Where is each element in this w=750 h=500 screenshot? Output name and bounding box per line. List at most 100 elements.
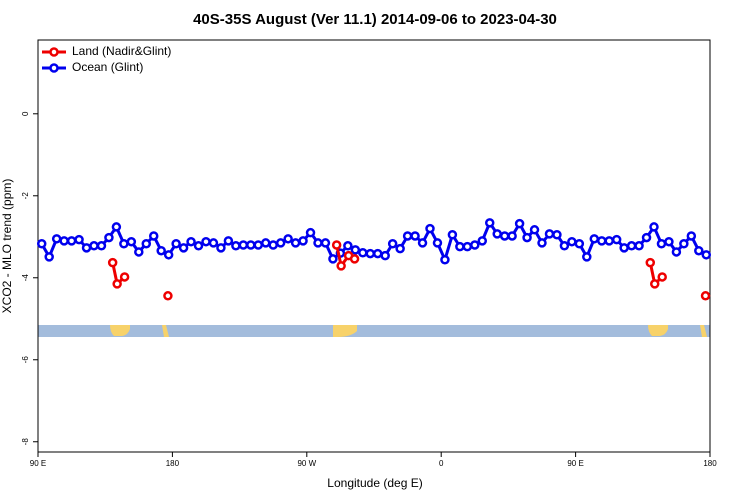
data-point [238, 240, 249, 250]
data-point [380, 250, 390, 261]
y-tick-label: -4 [21, 274, 30, 282]
data-point [163, 291, 173, 301]
data-point [193, 241, 204, 251]
data-point [402, 231, 413, 241]
legend-label: Land (Nadir&Glint) [72, 44, 171, 58]
chart-title: 40S-35S August (Ver 11.1) 2014-09-06 to … [193, 11, 557, 28]
data-point [350, 245, 361, 255]
map-strip [38, 325, 710, 337]
data-point [645, 257, 656, 268]
data-point [81, 243, 92, 253]
legend-marker [49, 47, 59, 57]
data-point [574, 238, 585, 249]
data-point [679, 238, 689, 249]
data-point [410, 231, 420, 241]
data-point [372, 248, 383, 259]
data-point [641, 232, 652, 243]
data-point [649, 222, 659, 232]
data-point [298, 236, 308, 246]
x-tick-label: 90 W [297, 459, 316, 468]
data-point [656, 238, 667, 249]
x-tick-label: 180 [703, 459, 717, 468]
x-tick-label: 90 E [567, 459, 583, 468]
data-point [66, 236, 77, 246]
data-point [484, 218, 495, 228]
data-point [440, 254, 450, 265]
data-point [290, 238, 301, 248]
data-point [119, 238, 129, 249]
data-point [186, 236, 196, 247]
data-point [455, 241, 465, 252]
data-point [582, 252, 592, 262]
data-point [119, 272, 130, 282]
data-point [522, 232, 532, 243]
data-point [552, 229, 562, 240]
data-point [507, 231, 517, 241]
data-point [141, 238, 152, 249]
data-point [111, 222, 122, 232]
data-point [231, 241, 241, 251]
data-point [567, 236, 577, 247]
data-point [268, 240, 278, 250]
data-point [395, 243, 405, 254]
data-point [701, 250, 712, 260]
y-axis-label: XCO2 - MLO trend (ppm) [0, 179, 14, 314]
x-tick-label: 0 [439, 459, 444, 468]
data-point [171, 238, 181, 249]
data-point [529, 225, 540, 235]
data-point [208, 238, 219, 248]
data-point [283, 234, 293, 244]
x-tick-label: 90 E [30, 459, 46, 468]
data-point [313, 238, 323, 248]
plot-frame [37, 39, 711, 453]
data-point [589, 234, 600, 244]
data-point [634, 241, 644, 251]
data-point [611, 234, 622, 245]
data-point [148, 231, 159, 241]
data-point [246, 240, 256, 250]
data-point [657, 272, 667, 282]
data-point [671, 247, 682, 257]
data-point [686, 231, 697, 241]
data-point [470, 240, 480, 250]
data-point [349, 254, 360, 264]
data-point [112, 279, 122, 289]
data-point [544, 229, 555, 239]
data-point [694, 245, 704, 256]
data-point [462, 241, 473, 252]
data-point [432, 238, 443, 248]
data-point [36, 238, 47, 249]
data-point [305, 227, 316, 238]
legend-label: Ocean (Glint) [72, 60, 143, 74]
y-tick-label: 0 [21, 111, 30, 116]
y-tick-label: -2 [21, 192, 30, 200]
data-point [260, 238, 271, 248]
data-point [477, 236, 488, 246]
data-point [223, 236, 234, 246]
data-point [596, 236, 607, 246]
data-point [89, 241, 99, 251]
legend: Land (Nadir&Glint) Ocean (Glint) [42, 44, 171, 74]
data-point [156, 245, 166, 256]
data-point [331, 240, 342, 250]
data-point [96, 241, 107, 251]
data-point [336, 261, 346, 271]
data-point [216, 243, 226, 253]
data-point [604, 236, 614, 246]
data-point [619, 243, 629, 253]
data-point [343, 241, 353, 251]
data-point [320, 238, 331, 248]
data-point [74, 234, 84, 245]
y-tick-label: -8 [21, 438, 30, 446]
x-axis-label: Longitude (deg E) [327, 476, 422, 490]
y-tick-label: -6 [21, 356, 30, 364]
data-point [425, 223, 435, 234]
data-point [107, 257, 118, 268]
data-point [178, 243, 189, 253]
data-point [328, 254, 338, 264]
data-point [51, 234, 62, 244]
data-point [253, 240, 264, 250]
land-patches [110, 325, 707, 337]
data-point [499, 231, 510, 241]
